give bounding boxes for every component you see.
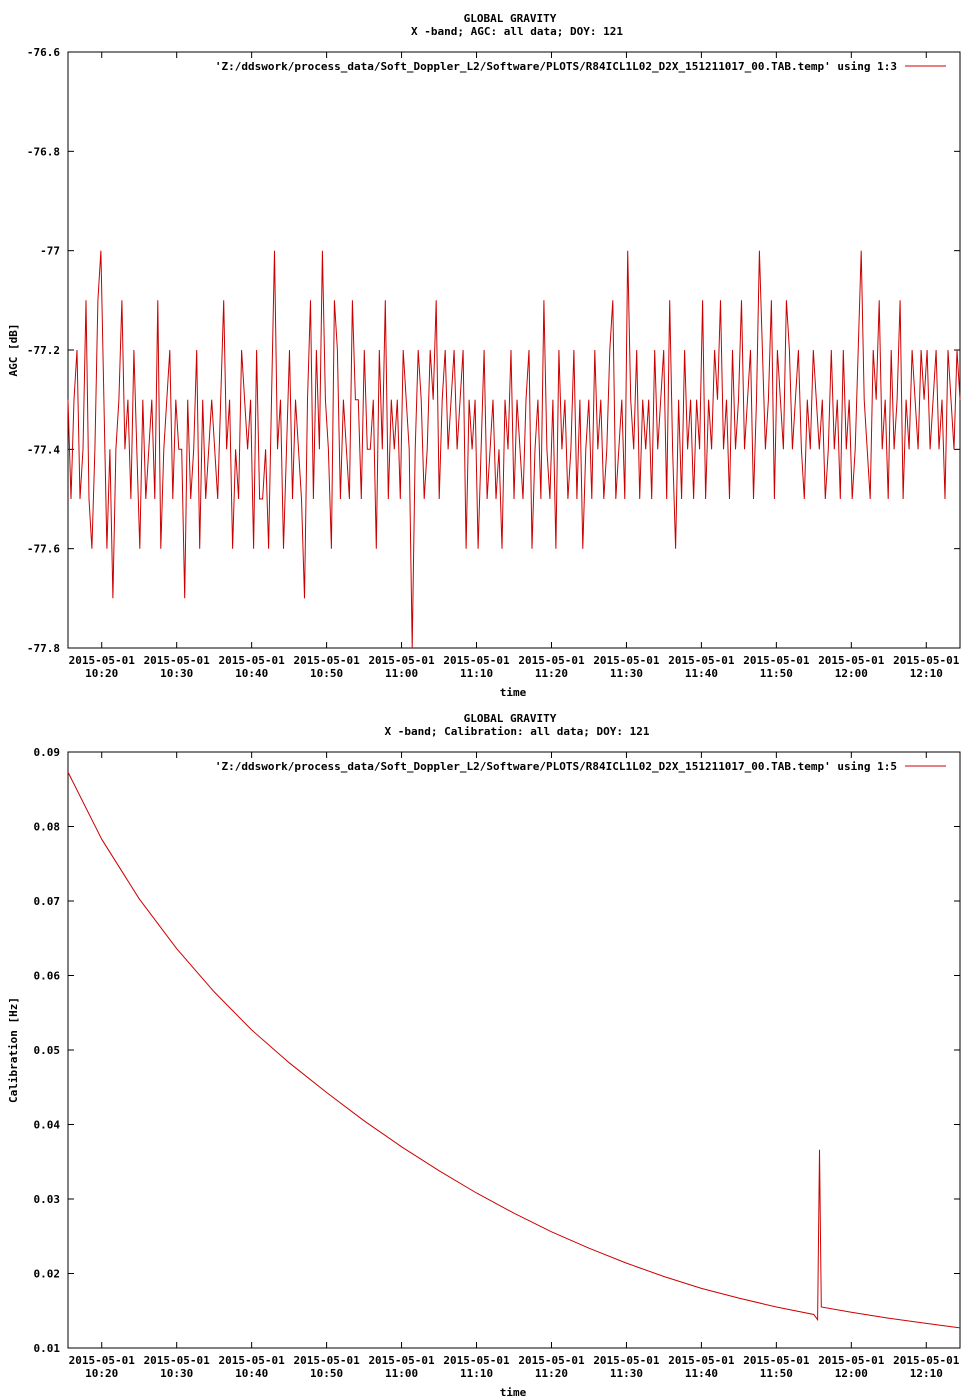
x-tick-time-label: 11:20 <box>535 667 568 680</box>
y-tick-label: 0.08 <box>34 821 61 834</box>
x-tick-time-label: 11:00 <box>385 1367 418 1380</box>
agc-legend-label: 'Z:/ddswork/process_data/Soft_Doppler_L2… <box>215 60 897 73</box>
x-tick-time-label: 11:50 <box>760 1367 793 1380</box>
x-tick-time-label: 10:50 <box>310 667 343 680</box>
y-tick-label: 0.01 <box>34 1342 61 1355</box>
x-tick-date-label: 2015-05-01 <box>518 1354 585 1367</box>
x-tick-time-label: 10:40 <box>235 1367 268 1380</box>
y-tick-label: -77.4 <box>27 443 60 456</box>
y-tick-label: -77.8 <box>27 642 60 655</box>
y-tick-label: 0.07 <box>34 895 61 908</box>
agc-y-axis-label: AGC [dB] <box>7 324 20 377</box>
x-tick-time-label: 11:40 <box>685 667 718 680</box>
y-tick-label: -77.6 <box>27 543 60 556</box>
x-tick-time-label: 11:20 <box>535 1367 568 1380</box>
x-tick-date-label: 2015-05-01 <box>893 654 960 667</box>
x-tick-date-label: 2015-05-01 <box>743 654 810 667</box>
calibration-x-ticks: 2015-05-0110:202015-05-0110:302015-05-01… <box>69 752 960 1380</box>
x-tick-date-label: 2015-05-01 <box>668 654 735 667</box>
y-tick-label: 0.09 <box>34 746 61 759</box>
y-tick-label: 0.06 <box>34 970 61 983</box>
calibration-series-line <box>67 771 961 1329</box>
x-tick-time-label: 11:30 <box>610 1367 643 1380</box>
x-tick-time-label: 10:20 <box>85 1367 118 1380</box>
y-tick-label: -77.2 <box>27 344 60 357</box>
y-tick-label: -76.8 <box>27 145 60 158</box>
x-tick-time-label: 12:00 <box>835 667 868 680</box>
agc-y-ticks: -76.6 -76.8 -77 -77.2 -77.4 -77.6 -77.8 <box>27 46 960 655</box>
x-tick-time-label: 11:30 <box>610 667 643 680</box>
x-tick-date-label: 2015-05-01 <box>743 1354 810 1367</box>
x-tick-date-label: 2015-05-01 <box>293 1354 360 1367</box>
agc-title: GLOBAL GRAVITY <box>464 12 557 25</box>
x-tick-time-label: 10:30 <box>160 667 193 680</box>
calibration-y-axis-label: Calibration [Hz] <box>7 997 20 1103</box>
x-tick-date-label: 2015-05-01 <box>443 654 510 667</box>
x-tick-time-label: 10:20 <box>85 667 118 680</box>
x-tick-date-label: 2015-05-01 <box>69 1354 136 1367</box>
x-tick-time-label: 11:10 <box>460 1367 493 1380</box>
agc-plot-frame <box>67 51 961 649</box>
calibration-y-ticks: 0.09 0.08 0.07 0.06 0.05 0.04 0.03 0.02 0.01 <box>34 746 960 1355</box>
x-tick-date-label: 2015-05-01 <box>443 1354 510 1367</box>
calibration-title: GLOBAL GRAVITY <box>464 712 557 725</box>
x-tick-date-label: 2015-05-01 <box>593 1354 660 1367</box>
y-tick-label: -76.6 <box>27 46 60 59</box>
calibration-legend-label: 'Z:/ddswork/process_data/Soft_Doppler_L2… <box>215 760 897 773</box>
x-tick-date-label: 2015-05-01 <box>818 1354 885 1367</box>
agc-panel: GLOBAL GRAVITY X -band; AGC: all data; D… <box>7 12 961 699</box>
y-tick-label: 0.05 <box>34 1044 61 1057</box>
x-tick-time-label: 11:50 <box>760 667 793 680</box>
x-tick-time-label: 10:50 <box>310 1367 343 1380</box>
calibration-x-axis-label: time <box>500 1386 527 1399</box>
calibration-plot-frame <box>67 751 961 1349</box>
x-tick-date-label: 2015-05-01 <box>219 1354 286 1367</box>
x-tick-date-label: 2015-05-01 <box>368 654 435 667</box>
x-tick-time-label: 12:10 <box>910 1367 943 1380</box>
x-tick-date-label: 2015-05-01 <box>518 654 585 667</box>
calibration-subtitle: X -band; Calibration: all data; DOY: 121 <box>385 725 650 738</box>
x-tick-time-label: 11:00 <box>385 667 418 680</box>
x-tick-date-label: 2015-05-01 <box>893 1354 960 1367</box>
agc-subtitle: X -band; AGC: all data; DOY: 121 <box>411 25 623 38</box>
x-tick-time-label: 11:40 <box>685 1367 718 1380</box>
x-tick-date-label: 2015-05-01 <box>69 654 136 667</box>
y-tick-label: 0.02 <box>34 1268 61 1281</box>
x-tick-time-label: 12:00 <box>835 1367 868 1380</box>
calibration-panel: GLOBAL GRAVITY X -band; Calibration: all… <box>7 712 961 1399</box>
x-tick-date-label: 2015-05-01 <box>368 1354 435 1367</box>
agc-x-ticks: 2015-05-0110:202015-05-0110:302015-05-01… <box>69 52 960 680</box>
agc-x-axis-label: time <box>500 686 527 699</box>
x-tick-date-label: 2015-05-01 <box>293 654 360 667</box>
x-tick-time-label: 12:10 <box>910 667 943 680</box>
x-tick-date-label: 2015-05-01 <box>593 654 660 667</box>
x-tick-date-label: 2015-05-01 <box>219 654 286 667</box>
y-tick-label: 0.03 <box>34 1193 61 1206</box>
y-tick-label: 0.04 <box>34 1119 61 1132</box>
x-tick-time-label: 11:10 <box>460 667 493 680</box>
x-tick-date-label: 2015-05-01 <box>144 1354 211 1367</box>
agc-series-line <box>67 250 961 649</box>
x-tick-date-label: 2015-05-01 <box>144 654 211 667</box>
x-tick-time-label: 10:40 <box>235 667 268 680</box>
y-tick-label: -77 <box>40 245 60 258</box>
x-tick-date-label: 2015-05-01 <box>668 1354 735 1367</box>
x-tick-time-label: 10:30 <box>160 1367 193 1380</box>
x-tick-date-label: 2015-05-01 <box>818 654 885 667</box>
